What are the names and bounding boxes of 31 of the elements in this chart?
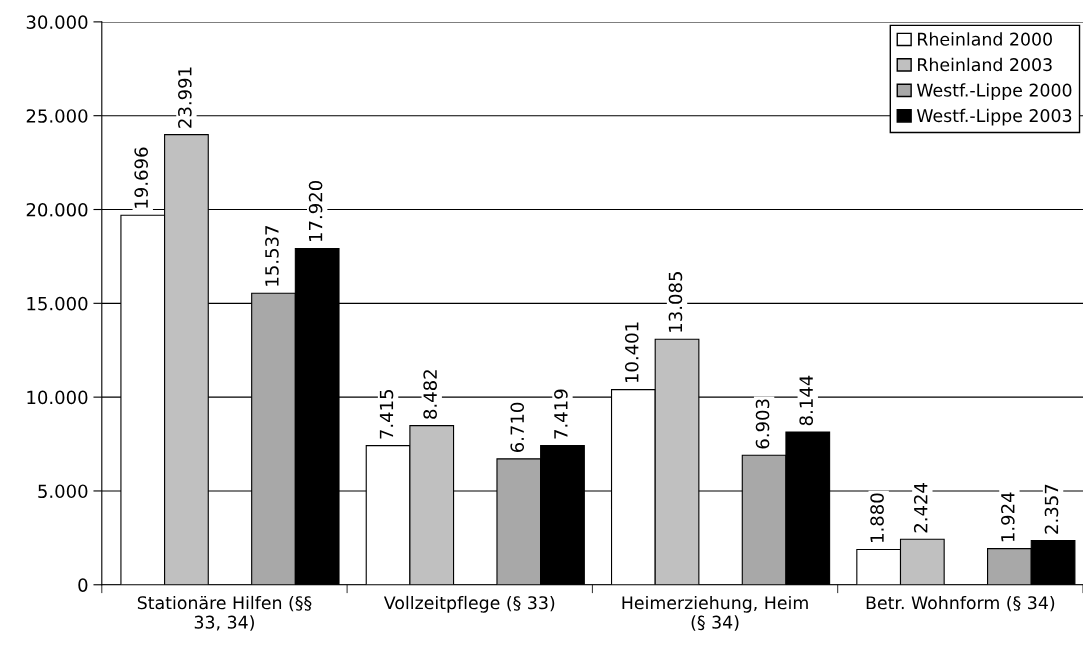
legend-label: Westf.-Lippe 2003 bbox=[916, 108, 1072, 126]
y-tick-label: 10.000 bbox=[27, 390, 88, 405]
data-label: 19.696 bbox=[134, 147, 149, 208]
y-tick-label: 30.000 bbox=[26, 15, 88, 29]
data-label: 1.924 bbox=[1000, 492, 1015, 542]
data-label: 17.920 bbox=[308, 181, 323, 241]
y-tick-label: 25.000 bbox=[26, 109, 88, 123]
data-label: 6.903 bbox=[755, 399, 770, 449]
legend-label: Rheinland 2000 bbox=[918, 32, 1052, 46]
x-tick-label: Heimerziehung, Heim (§ 34) bbox=[622, 595, 808, 631]
legend-label: Rheinland 2003 bbox=[918, 57, 1052, 72]
x-tick-label: Vollzeitpflege (§ 33) bbox=[383, 595, 555, 613]
data-label: 8.482 bbox=[423, 370, 437, 419]
data-label: 2.424 bbox=[913, 483, 928, 533]
y-tick-label: 20.000 bbox=[26, 202, 88, 217]
legend-label: Westf.-Lippe 2000 bbox=[916, 83, 1072, 101]
data-label: 10.401 bbox=[624, 322, 639, 383]
data-label: 7.415 bbox=[379, 389, 394, 439]
x-tick-label: Stationäre Hilfen (§§ 33, 34) bbox=[137, 595, 312, 631]
data-label: 23.991 bbox=[178, 67, 192, 128]
y-tick-label: 0 bbox=[78, 578, 88, 592]
data-label: 6.710 bbox=[510, 402, 525, 453]
data-label: 7.419 bbox=[554, 389, 568, 439]
data-label: 1.880 bbox=[870, 493, 884, 542]
y-tick-label: 15.000 bbox=[27, 296, 88, 311]
data-label: 13.085 bbox=[668, 272, 683, 332]
y-tick-label: 5.000 bbox=[38, 484, 88, 499]
data-label: 8.144 bbox=[799, 375, 814, 426]
x-tick-label: Betr. Wohnform (§ 34) bbox=[866, 595, 1055, 612]
data-label: 15.537 bbox=[265, 226, 279, 286]
data-label: 2.357 bbox=[1044, 484, 1059, 534]
